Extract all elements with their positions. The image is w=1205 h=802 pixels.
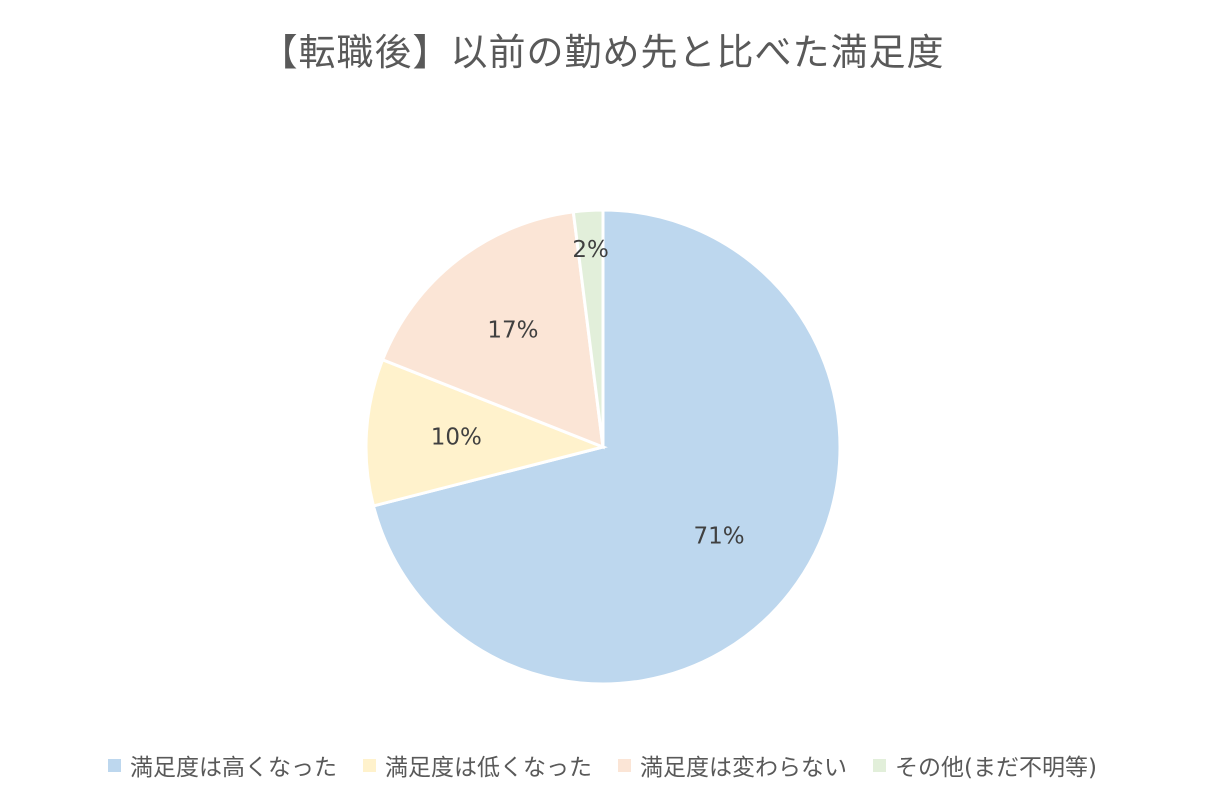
slice-data-label-1: 71% (694, 524, 745, 550)
legend-item-1: 満足度は高くなった (108, 748, 337, 782)
legend-label-2: 満足度は低くなった (385, 755, 593, 781)
slice-data-label-4: 2% (572, 237, 609, 263)
pie-slice-3 (380, 210, 605, 450)
legend-label-3: 満足度は変わらない (640, 755, 848, 781)
chart-title: 【転職後】以前の勤め先と比べた満足度 (260, 31, 945, 74)
chart-legend: 満足度は高くなった 満足度は低くなった 満足度は変わらない その他(まだ不明等) (0, 748, 1205, 782)
legend-item-2: 満足度は低くなった (363, 748, 592, 782)
pie-slice-4 (571, 208, 605, 448)
legend-label-4: その他(まだ不明等) (895, 755, 1097, 781)
legend-swatch-1 (108, 758, 122, 772)
legend-label-1: 満足度は高くなった (130, 755, 338, 781)
legend-swatch-4 (873, 758, 887, 772)
legend-swatch-2 (363, 758, 377, 772)
legend-swatch-3 (618, 758, 632, 772)
slice-data-label-3: 17% (487, 317, 538, 343)
legend-item-4: その他(まだ不明等) (873, 748, 1097, 782)
legend-item-3: 満足度は変わらない (618, 748, 847, 782)
slice-data-label-2: 10% (431, 424, 482, 450)
pie-slice-2 (364, 357, 608, 508)
